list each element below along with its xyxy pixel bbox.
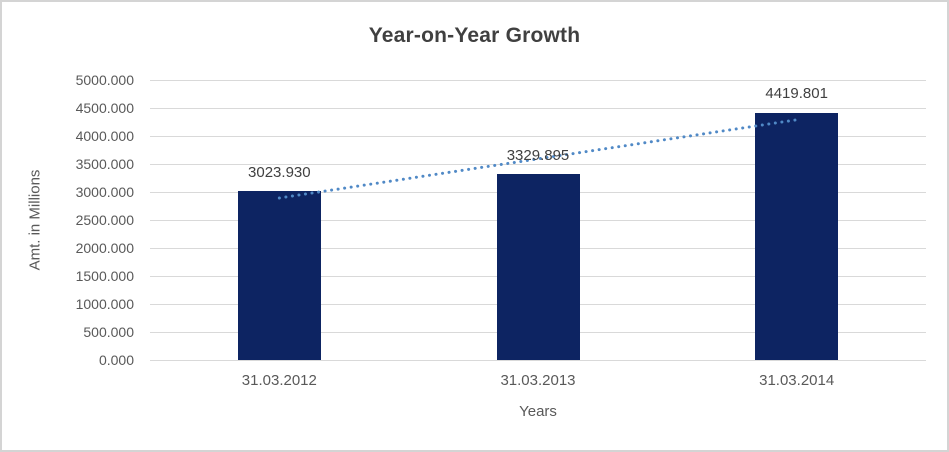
y-tick-label: 2500.000 xyxy=(75,212,134,228)
chart-title: Year-on-Year Growth xyxy=(368,24,581,47)
plot-area xyxy=(150,80,926,361)
bar xyxy=(755,112,839,360)
gridline xyxy=(150,108,926,109)
bar-value-label: 3329.895 xyxy=(506,146,570,164)
x-axis-title: Years xyxy=(519,403,557,420)
gridline xyxy=(150,360,926,361)
bar xyxy=(496,173,580,360)
x-tick-label: 31.03.2013 xyxy=(500,372,576,389)
gridline xyxy=(150,80,926,81)
x-tick-label: 31.03.2014 xyxy=(759,372,835,389)
y-tick-label: 4000.000 xyxy=(75,128,134,144)
y-tick-label: 3000.000 xyxy=(75,184,134,200)
y-tick-label: 3500.000 xyxy=(75,156,134,172)
y-tick-label: 2000.000 xyxy=(75,240,134,256)
y-tick-label: 1000.000 xyxy=(75,296,134,312)
bar-value-label: 4419.801 xyxy=(765,85,828,103)
y-tick-label: 500.000 xyxy=(83,324,134,340)
bar xyxy=(237,190,321,360)
y-tick-label: 4500.000 xyxy=(75,100,134,116)
y-tick-label: 1500.000 xyxy=(75,268,134,284)
y-tick-label: 0.000 xyxy=(98,352,134,368)
x-tick-label: 31.03.2012 xyxy=(241,372,317,389)
bar-value-label: 3023.930 xyxy=(248,163,311,181)
y-tick-label: 5000.000 xyxy=(75,72,134,88)
